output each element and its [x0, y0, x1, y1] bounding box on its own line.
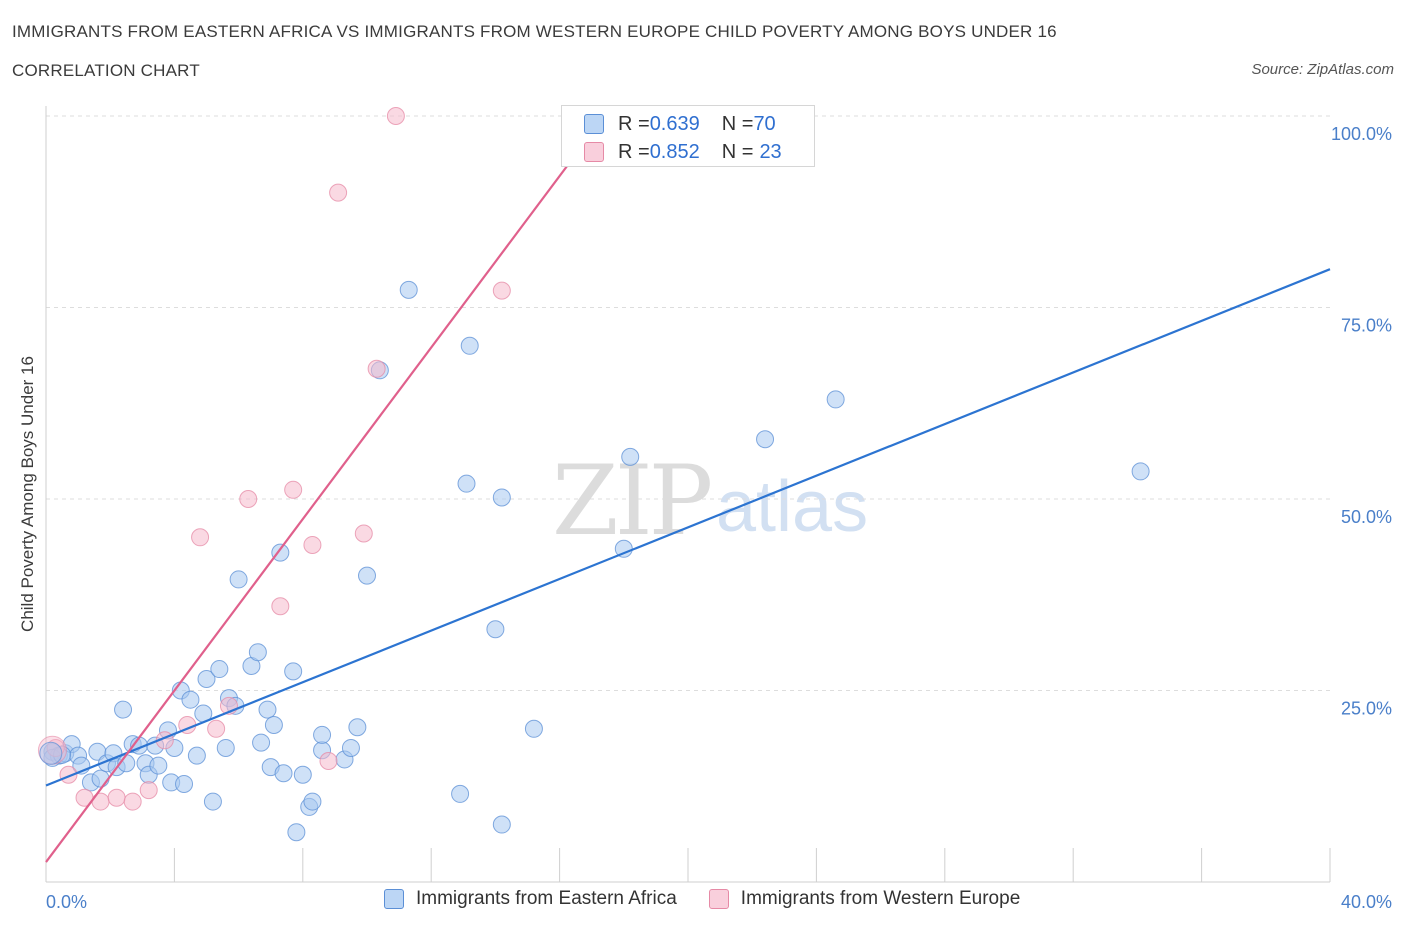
- point-eastern-africa: [756, 430, 775, 449]
- point-western-europe: [139, 781, 158, 800]
- point-eastern-africa: [621, 447, 640, 466]
- point-western-europe: [207, 719, 226, 738]
- point-western-europe: [492, 281, 511, 300]
- point-eastern-africa: [271, 543, 290, 562]
- point-eastern-africa: [252, 733, 271, 752]
- r-value: 0.639: [649, 112, 700, 135]
- point-eastern-africa: [524, 719, 543, 738]
- point-eastern-africa: [826, 390, 845, 409]
- point-eastern-africa: [451, 784, 470, 803]
- point-eastern-africa: [248, 643, 267, 662]
- x-tick-label: 40.0%: [1341, 892, 1392, 912]
- point-eastern-africa: [114, 700, 133, 719]
- r-label: R =: [618, 140, 650, 163]
- point-eastern-africa: [1131, 462, 1150, 481]
- y-tick-label: 50.0%: [1341, 507, 1392, 527]
- point-eastern-africa: [287, 823, 306, 842]
- legend-label: Immigrants from Eastern Africa: [416, 888, 677, 909]
- r-label: R =: [618, 112, 650, 135]
- point-eastern-africa: [457, 474, 476, 493]
- point-eastern-africa: [313, 725, 332, 744]
- point-eastern-africa: [264, 715, 283, 734]
- point-eastern-africa: [348, 718, 367, 737]
- y-tick-label: 25.0%: [1341, 699, 1392, 719]
- n-label: N =: [721, 140, 754, 163]
- point-eastern-africa: [210, 660, 229, 679]
- legend-label: Immigrants from Western Europe: [740, 888, 1021, 909]
- point-western-europe: [303, 535, 322, 554]
- stats-row-eastern-africa: R = 0.639 N = 70: [584, 110, 776, 138]
- point-eastern-africa: [399, 280, 418, 299]
- point-eastern-africa: [492, 815, 511, 834]
- point-eastern-africa: [303, 792, 322, 811]
- point-eastern-africa: [229, 570, 248, 589]
- data-points: [37, 107, 1150, 842]
- point-western-europe: [239, 490, 258, 508]
- x-tick-label: 0.0%: [46, 892, 87, 912]
- y-tick-label: 100.0%: [1331, 124, 1392, 144]
- legend-swatch-pink: [708, 889, 729, 909]
- trend-lines: [45, 115, 1331, 863]
- point-eastern-africa: [203, 792, 222, 811]
- point-western-europe: [123, 792, 142, 811]
- point-eastern-africa: [486, 620, 505, 639]
- point-western-europe: [271, 597, 290, 616]
- point-eastern-africa: [175, 774, 194, 793]
- stats-row-western-europe: R = 0.852 N = 23: [584, 138, 782, 166]
- point-eastern-africa: [284, 662, 303, 681]
- point-eastern-africa: [91, 769, 110, 788]
- point-western-europe: [319, 751, 338, 770]
- point-eastern-africa: [460, 336, 479, 355]
- point-western-europe: [386, 107, 405, 125]
- trendline-eastern-africa: [45, 268, 1331, 787]
- source-credit: Source: ZipAtlas.com: [1251, 61, 1394, 78]
- pink-swatch: [584, 142, 604, 162]
- tick-labels: 25.0% 50.0% 75.0% 100.0% 0.0% 40.0%: [46, 124, 1392, 912]
- trendline-western-europe: [45, 115, 606, 863]
- r-value: 0.852: [649, 140, 700, 163]
- legend-swatch-blue: [384, 889, 404, 909]
- n-value: 70: [753, 112, 776, 135]
- point-eastern-africa: [492, 488, 511, 507]
- point-western-europe: [354, 524, 373, 543]
- point-eastern-africa: [258, 700, 277, 719]
- point-eastern-africa: [197, 670, 216, 689]
- point-western-europe: [329, 183, 348, 202]
- legend: Immigrants from Eastern Africa Immigrant…: [384, 888, 1052, 910]
- point-eastern-africa: [341, 738, 360, 757]
- point-eastern-africa: [274, 764, 293, 783]
- n-value: 23: [759, 140, 782, 163]
- legend-item-eastern-africa[interactable]: Immigrants from Eastern Africa: [384, 888, 677, 910]
- stats-box: R = 0.639 N = 70 R = 0.852 N = 23: [561, 105, 815, 167]
- blue-swatch: [584, 114, 604, 134]
- point-eastern-africa: [181, 690, 200, 709]
- point-western-europe: [284, 480, 303, 499]
- point-western-europe: [107, 788, 126, 807]
- point-western-europe: [191, 528, 210, 547]
- legend-item-western-europe[interactable]: Immigrants from Western Europe: [708, 888, 1021, 910]
- point-eastern-africa: [358, 566, 376, 585]
- point-eastern-africa: [293, 765, 312, 784]
- point-eastern-africa: [216, 738, 235, 757]
- axes: [45, 106, 1331, 883]
- point-cluster-eastern-africa: [39, 741, 63, 765]
- point-western-europe: [367, 359, 386, 378]
- chart-title: IMMIGRANTS FROM EASTERN AFRICA VS IMMIGR…: [12, 22, 1057, 41]
- y-tick-label: 75.0%: [1341, 316, 1392, 336]
- point-eastern-africa: [187, 746, 206, 765]
- chart-subtitle: CORRELATION CHART: [12, 61, 200, 80]
- point-eastern-africa: [149, 756, 168, 775]
- n-label: N =: [721, 112, 754, 135]
